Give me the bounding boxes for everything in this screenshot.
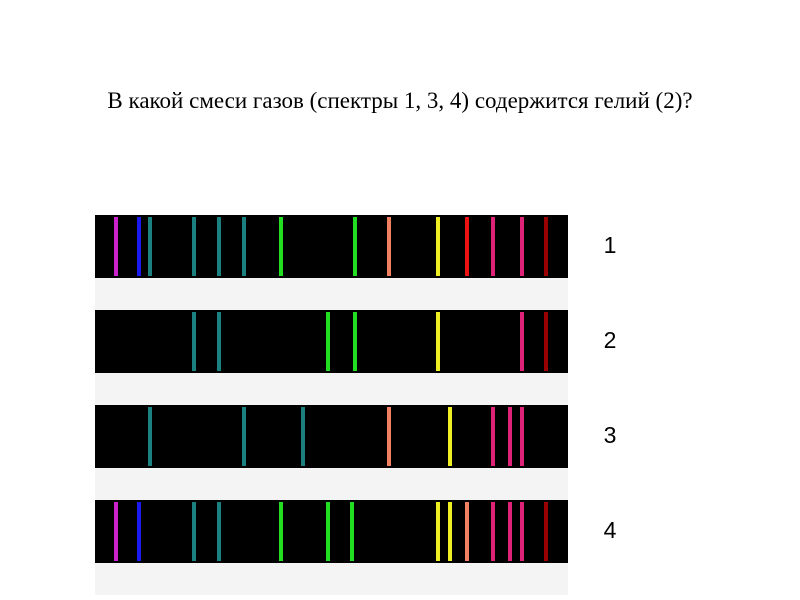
- spectral-line: [217, 312, 221, 371]
- spectrum-shadow: [95, 468, 568, 500]
- spectrum-shadow: [95, 373, 568, 405]
- spectral-line: [326, 502, 330, 561]
- spectral-line: [137, 217, 141, 276]
- spectral-line: [544, 312, 548, 371]
- spectral-line: [137, 502, 141, 561]
- spectral-line: [448, 502, 452, 561]
- spectral-line: [192, 502, 196, 561]
- spectral-line: [279, 502, 283, 561]
- spectral-line: [350, 502, 354, 561]
- spectral-line: [387, 407, 391, 466]
- spectral-line: [242, 217, 246, 276]
- spectrum-number: 4: [604, 517, 617, 543]
- spectrum-band: [95, 215, 568, 278]
- spectral-line: [279, 217, 283, 276]
- spectral-line: [148, 217, 152, 276]
- spectral-line: [544, 502, 548, 561]
- spectral-line: [508, 502, 512, 561]
- spectral-line: [192, 217, 196, 276]
- spectral-line: [465, 217, 469, 276]
- spectrum-shadow: [95, 563, 568, 595]
- spectral-line: [353, 312, 357, 371]
- spectra: 1 2 3 4: [95, 215, 617, 595]
- spectral-line: [436, 502, 440, 561]
- spectral-line: [192, 312, 196, 371]
- spectral-line: [491, 502, 495, 561]
- spectral-line: [353, 217, 357, 276]
- spectrum-band: [95, 310, 568, 373]
- spectral-line: [326, 312, 330, 371]
- spectral-line: [491, 407, 495, 466]
- spectral-line: [520, 217, 524, 276]
- spectral-line: [544, 217, 548, 276]
- spectrum-number: 2: [604, 327, 617, 353]
- spectral-line: [520, 312, 524, 371]
- spectral-line: [217, 502, 221, 561]
- spectral-line: [436, 312, 440, 371]
- spectral-line: [436, 217, 440, 276]
- spectral-line: [148, 407, 152, 466]
- spectral-line: [520, 502, 524, 561]
- spectral-line: [448, 407, 452, 466]
- spectrum-band: [95, 405, 568, 468]
- spectrum-shadow: [95, 278, 568, 310]
- spectrum-number: 3: [604, 422, 617, 448]
- spectral-line: [520, 407, 524, 466]
- spectral-line: [387, 217, 391, 276]
- spectrum-number: 1: [604, 232, 617, 258]
- spectral-line: [508, 407, 512, 466]
- spectrum-band: [95, 500, 568, 563]
- spectral-line: [301, 407, 305, 466]
- spectral-line: [114, 502, 118, 561]
- slide-title: В какой смеси газов (спектры 1, 3, 4) со…: [107, 88, 692, 113]
- spectral-line: [242, 407, 246, 466]
- spectral-line: [491, 217, 495, 276]
- spectral-line: [114, 217, 118, 276]
- spectral-line: [465, 502, 469, 561]
- spectral-line: [217, 217, 221, 276]
